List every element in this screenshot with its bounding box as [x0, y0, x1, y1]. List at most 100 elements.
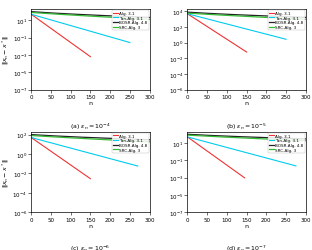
SRC-Alg. 3 — [304, 19, 308, 22]
Line: BOSR-Alg. 4.8: BOSR-Alg. 4.8 — [188, 135, 306, 139]
SRC-Alg. 3 — [256, 138, 260, 140]
SRC-Alg. 3 — [129, 140, 133, 143]
SRC-Alg. 3 — [100, 16, 104, 19]
Legend: Alg. 3.1, Tan-Alg. 3.1, BOSR-Alg. 4.8, SRC-Alg. 3: Alg. 3.1, Tan-Alg. 3.1, BOSR-Alg. 4.8, S… — [112, 133, 149, 153]
SRC-Alg. 3 — [100, 138, 104, 141]
SRC-Alg. 3 — [304, 140, 308, 143]
SRC-Alg. 3 — [30, 12, 34, 15]
SRC-Alg. 3 — [293, 18, 297, 21]
Tan-Alg. 3.1 — [129, 163, 133, 166]
BOSR-Alg. 4.8 — [256, 136, 260, 139]
BOSR-Alg. 4.8 — [148, 17, 151, 20]
SRC-Alg. 3 — [293, 139, 297, 142]
SRC-Alg. 3 — [100, 16, 103, 19]
SRC-Alg. 3 — [102, 16, 106, 19]
Line: SRC-Alg. 3: SRC-Alg. 3 — [188, 14, 306, 20]
BOSR-Alg. 4.8 — [100, 137, 103, 140]
SRC-Alg. 3 — [137, 18, 140, 21]
BOSR-Alg. 4.8 — [285, 16, 289, 19]
X-axis label: n: n — [245, 223, 249, 228]
BOSR-Alg. 4.8 — [129, 16, 133, 19]
SRC-Alg. 3 — [186, 134, 190, 137]
Tan-Alg. 3.1 — [30, 14, 34, 17]
Line: BOSR-Alg. 4.8: BOSR-Alg. 4.8 — [32, 135, 149, 140]
SRC-Alg. 3 — [148, 141, 151, 144]
Tan-Alg. 3.1 — [256, 32, 260, 34]
Line: Alg. 3.1: Alg. 3.1 — [188, 138, 245, 178]
Tan-Alg. 3.1 — [30, 136, 33, 140]
BOSR-Alg. 4.8 — [137, 16, 140, 20]
BOSR-Alg. 4.8 — [30, 11, 33, 14]
Alg. 3.1 — [30, 137, 33, 140]
SRC-Alg. 3 — [137, 140, 140, 143]
Line: Tan-Alg. 3.1: Tan-Alg. 3.1 — [188, 138, 296, 166]
Alg. 3.1 — [30, 14, 34, 17]
Tan-Alg. 3.1 — [285, 162, 289, 166]
SRC-Alg. 3 — [186, 134, 190, 137]
Tan-Alg. 3.1 — [100, 34, 104, 37]
X-axis label: n: n — [88, 101, 92, 106]
BOSR-Alg. 4.8 — [100, 137, 104, 140]
BOSR-Alg. 4.8 — [304, 138, 308, 141]
Tan-Alg. 3.1 — [256, 31, 260, 34]
Alg. 3.1 — [30, 14, 33, 17]
Tan-Alg. 3.1 — [258, 155, 262, 158]
BOSR-Alg. 4.8 — [30, 134, 34, 136]
Tan-Alg. 3.1 — [102, 156, 106, 159]
Tan-Alg. 3.1 — [102, 34, 106, 37]
Tan-Alg. 3.1 — [100, 34, 103, 37]
Legend: Alg. 3.1, Tan-Alg. 3.1, BOSR-Alg. 4.8, SRC-Alg. 3: Alg. 3.1, Tan-Alg. 3.1, BOSR-Alg. 4.8, S… — [268, 11, 305, 31]
SRC-Alg. 3 — [258, 138, 262, 141]
Y-axis label: $\|x_n - x^*\|$: $\|x_n - x^*\|$ — [1, 158, 11, 187]
SRC-Alg. 3 — [285, 18, 289, 21]
BOSR-Alg. 4.8 — [293, 138, 297, 140]
Line: Alg. 3.1: Alg. 3.1 — [188, 15, 246, 53]
Tan-Alg. 3.1 — [256, 154, 260, 158]
Y-axis label: $\|x_n - x^*\|$: $\|x_n - x^*\|$ — [1, 35, 11, 65]
SRC-Alg. 3 — [129, 18, 133, 21]
Tan-Alg. 3.1 — [100, 155, 104, 158]
BOSR-Alg. 4.8 — [186, 133, 190, 136]
Line: Tan-Alg. 3.1: Tan-Alg. 3.1 — [188, 15, 286, 40]
BOSR-Alg. 4.8 — [186, 12, 190, 15]
Line: BOSR-Alg. 4.8: BOSR-Alg. 4.8 — [188, 13, 306, 18]
Tan-Alg. 3.1 — [186, 136, 190, 139]
Text: (a) $\epsilon_n = 10^{-4}$: (a) $\epsilon_n = 10^{-4}$ — [70, 121, 111, 131]
SRC-Alg. 3 — [256, 16, 260, 20]
BOSR-Alg. 4.8 — [256, 15, 260, 18]
BOSR-Alg. 4.8 — [102, 137, 106, 140]
Tan-Alg. 3.1 — [186, 13, 190, 16]
BOSR-Alg. 4.8 — [129, 138, 133, 141]
Alg. 3.1 — [186, 136, 190, 140]
Alg. 3.1 — [186, 136, 190, 139]
Line: Alg. 3.1: Alg. 3.1 — [32, 16, 90, 58]
Tan-Alg. 3.1 — [186, 14, 190, 16]
Tan-Alg. 3.1 — [30, 137, 34, 140]
BOSR-Alg. 4.8 — [304, 17, 308, 20]
BOSR-Alg. 4.8 — [186, 133, 190, 136]
BOSR-Alg. 4.8 — [100, 15, 104, 18]
SRC-Alg. 3 — [30, 12, 33, 15]
Line: Alg. 3.1: Alg. 3.1 — [32, 138, 90, 179]
SRC-Alg. 3 — [186, 13, 190, 16]
SRC-Alg. 3 — [102, 138, 106, 141]
Line: SRC-Alg. 3: SRC-Alg. 3 — [188, 136, 306, 141]
Alg. 3.1 — [186, 14, 190, 16]
X-axis label: n: n — [88, 223, 92, 228]
SRC-Alg. 3 — [258, 16, 262, 20]
Tan-Alg. 3.1 — [100, 155, 103, 158]
Tan-Alg. 3.1 — [256, 155, 260, 158]
SRC-Alg. 3 — [100, 138, 103, 141]
Tan-Alg. 3.1 — [30, 14, 33, 17]
Line: Tan-Alg. 3.1: Tan-Alg. 3.1 — [32, 138, 138, 166]
SRC-Alg. 3 — [256, 16, 260, 20]
Tan-Alg. 3.1 — [186, 136, 190, 139]
BOSR-Alg. 4.8 — [30, 134, 33, 136]
BOSR-Alg. 4.8 — [148, 139, 151, 142]
BOSR-Alg. 4.8 — [258, 15, 262, 18]
BOSR-Alg. 4.8 — [186, 12, 190, 15]
Line: SRC-Alg. 3: SRC-Alg. 3 — [32, 136, 149, 142]
Line: BOSR-Alg. 4.8: BOSR-Alg. 4.8 — [32, 13, 149, 18]
Text: (b) $\epsilon_n = 10^{-5}$: (b) $\epsilon_n = 10^{-5}$ — [226, 121, 267, 131]
BOSR-Alg. 4.8 — [137, 138, 140, 141]
